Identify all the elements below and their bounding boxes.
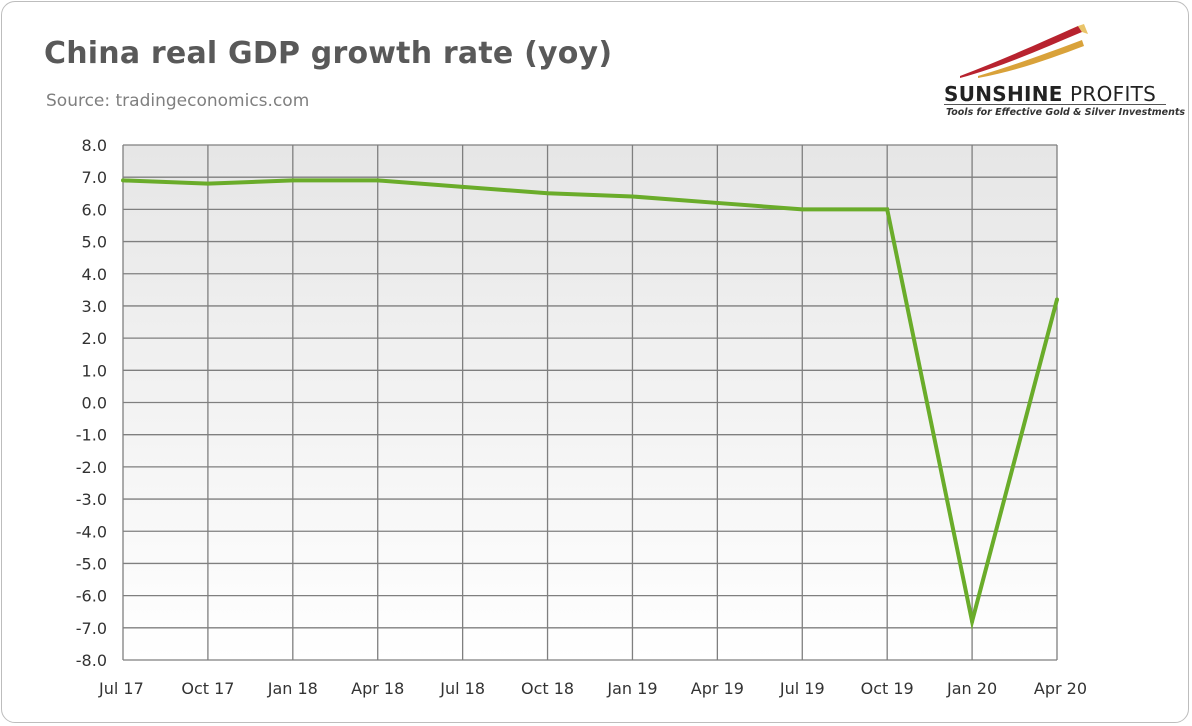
data-point [290,178,295,183]
logo-name: SUNSHINE PROFITS [944,82,1156,106]
data-point [715,200,720,205]
y-tick-label: -5.0 [76,554,107,573]
y-axis-ticks: 8.0 7.0 6.0 5.0 4.0 3.0 2.0 1.0 0.0 -1.0 -2.0 -3.0 -… [76,136,107,670]
y-tick-label: 0.0 [82,394,107,413]
x-tick-label: Apr 19 [691,679,744,698]
y-tick-label: 1.0 [82,361,107,380]
x-tick-label: Jan 20 [946,679,997,698]
data-point [545,191,550,196]
x-tick-label: Oct 18 [521,679,574,698]
logo-name-light: PROFITS [1070,82,1157,106]
y-tick-label: -4.0 [76,522,107,541]
x-tick-label: Oct 17 [181,679,234,698]
y-tick-label: -6.0 [76,587,107,606]
y-tick-label: 2.0 [82,329,107,348]
data-point [885,207,890,212]
y-tick-label: 4.0 [82,265,107,284]
x-tick-label: Jan 18 [267,679,318,698]
data-point [205,181,210,186]
x-tick-label: Jul 17 [98,679,144,698]
y-tick-label: -8.0 [76,651,107,670]
x-tick-label: Jul 18 [439,679,485,698]
y-tick-label: 3.0 [82,297,107,316]
data-point [1055,297,1059,302]
x-tick-label: Jan 19 [606,679,657,698]
y-tick-label: -1.0 [76,426,107,445]
x-axis-ticks: Jul 17 Oct 17 Jan 18 Apr 18 Jul 18 Oct 18 Jan … [98,679,1087,698]
data-point [121,178,125,183]
y-tick-label: -7.0 [76,619,107,638]
data-point [630,194,635,199]
data-point [800,207,805,212]
sunshine-profits-logo: SUNSHINE PROFITS Tools for Effective Gol… [932,20,1185,120]
y-tick-label: 5.0 [82,233,107,252]
logo-underline [944,104,1166,105]
y-tick-label: 7.0 [82,168,107,187]
logo-name-bold: SUNSHINE [944,82,1063,106]
logo-tagline: Tools for Effective Gold & Silver Invest… [946,107,1186,118]
data-point [970,619,975,624]
data-point [460,184,465,189]
x-tick-label: Jul 19 [779,679,825,698]
y-tick-label: 6.0 [82,200,107,219]
chart-source: Source: tradingeconomics.com [46,91,310,111]
x-tick-label: Apr 18 [351,679,404,698]
y-tick-label: 8.0 [82,136,107,155]
y-tick-label: -2.0 [76,458,107,477]
logo-swoosh-icon [960,24,1088,78]
gridlines [122,144,1058,661]
x-tick-label: Oct 19 [861,679,914,698]
data-point [375,178,380,183]
x-tick-label: Apr 20 [1034,679,1087,698]
y-tick-label: -3.0 [76,490,107,509]
series-layer [121,178,1059,631]
series-line [122,178,1059,631]
chart-title: China real GDP growth rate (yoy) [44,36,613,71]
